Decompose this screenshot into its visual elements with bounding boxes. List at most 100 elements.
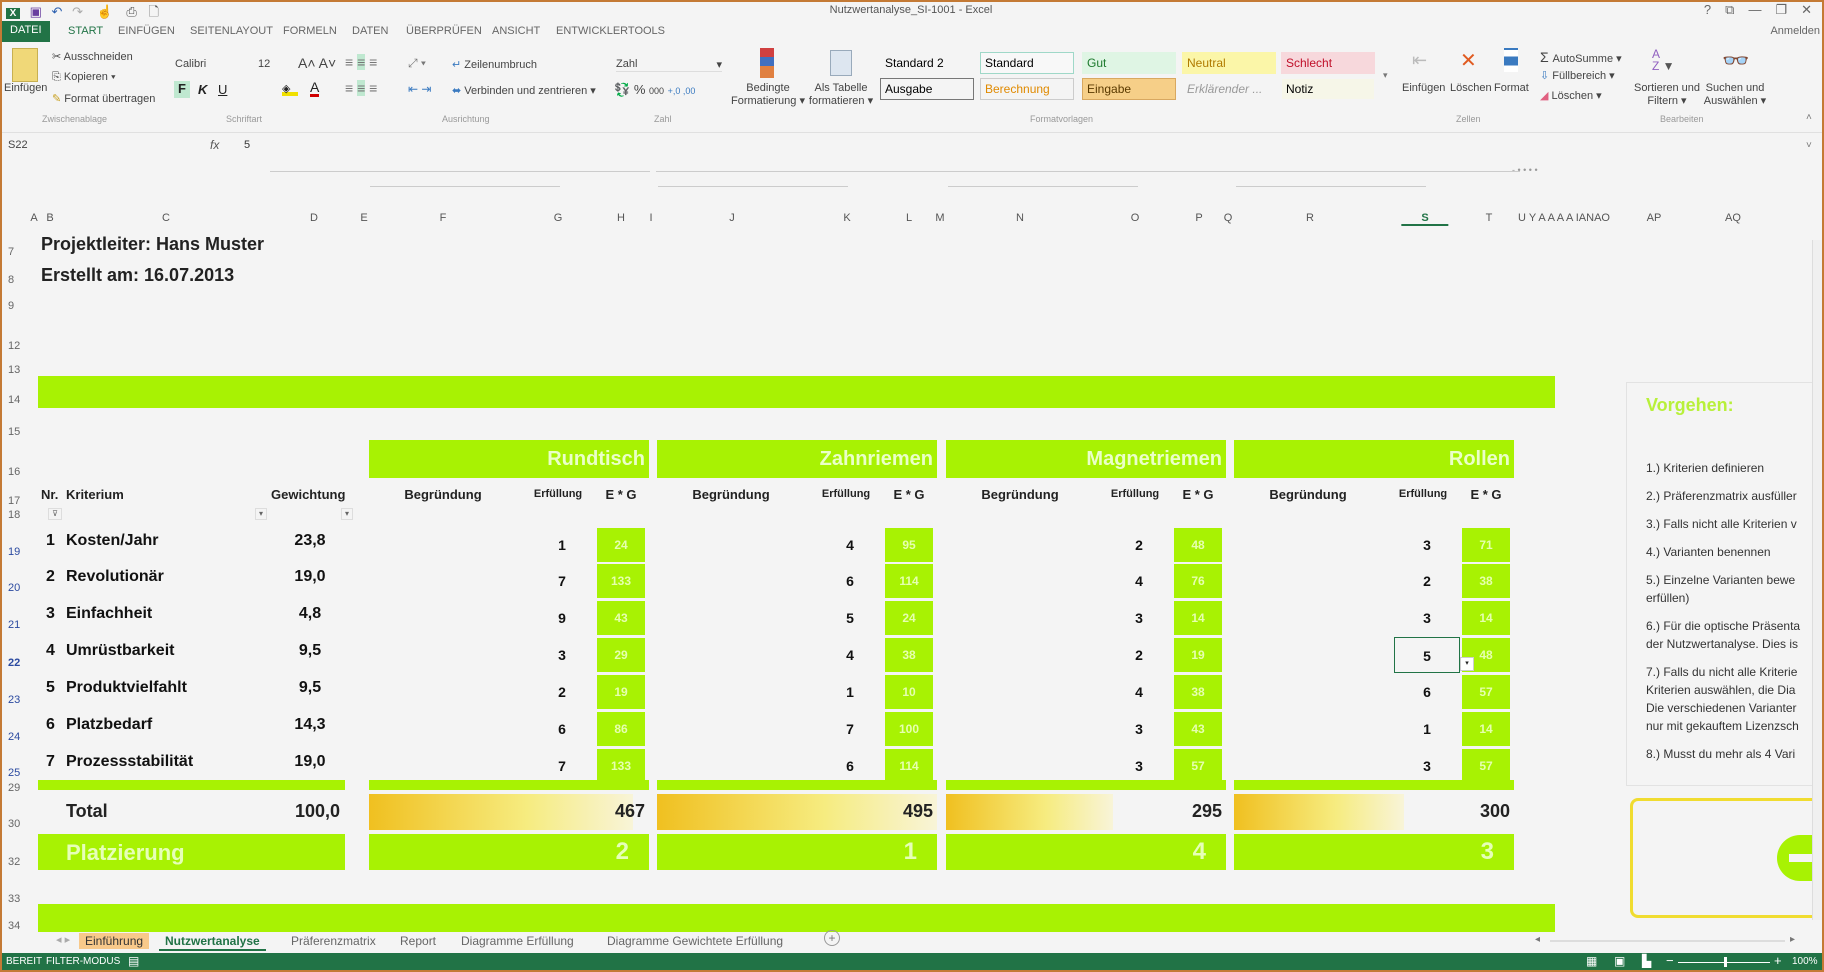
scroll-right-icon[interactable]: ▸ <box>1790 934 1796 945</box>
minimize-icon[interactable]: — <box>1748 2 1762 17</box>
row-header-16[interactable]: 16 <box>8 466 21 478</box>
cell-style-4[interactable]: Schlecht <box>1281 52 1375 74</box>
sheet-tab-5[interactable]: Diagramme Gewichtete Erfüllung <box>607 934 784 948</box>
row-header-20[interactable]: 20 <box>8 582 21 594</box>
row-header-23[interactable]: 23 <box>8 694 21 706</box>
tab-datei[interactable]: DATEI <box>2 21 50 42</box>
row-header-17[interactable]: 17 <box>8 495 21 507</box>
horizontal-align-icons[interactable]: ≡ ≡ ≡ <box>345 80 378 96</box>
gallery-more-icon[interactable]: ▾ <box>1383 70 1388 80</box>
conditional-formatting-button[interactable]: Bedingte Formatierung ▾ <box>731 82 805 107</box>
wrap-text-button[interactable]: ↵ Zeilenumbruch <box>452 58 537 71</box>
fulfillment-cell[interactable]: 7 <box>558 573 566 589</box>
tab-einfuegen[interactable]: EINFÜGEN <box>118 25 175 37</box>
filter-dropdown-criterion[interactable]: ▾ <box>255 508 267 520</box>
thousands-button[interactable]: 000 <box>649 86 665 96</box>
action-box[interactable] <box>1630 798 1824 918</box>
merge-center-button[interactable]: ⬌ Verbinden und zentrieren ▾ <box>452 85 596 97</box>
format-as-table-icon[interactable] <box>830 50 852 76</box>
fulfillment-cell[interactable]: 2 <box>1135 537 1143 553</box>
outline-level-2-bar[interactable] <box>1236 186 1426 187</box>
fulfillment-cell[interactable]: 4 <box>846 647 854 663</box>
quick-print-icon[interactable]: 🗋 <box>148 4 159 19</box>
fulfillment-cell[interactable]: 3 <box>1135 721 1143 737</box>
column-header-M[interactable]: M <box>935 212 945 224</box>
font-color-icon[interactable]: A <box>310 79 320 97</box>
cell-style-1[interactable]: Standard <box>980 52 1074 74</box>
column-header-AQ[interactable]: AQ <box>1725 212 1741 224</box>
row-header-33[interactable]: 33 <box>8 893 21 905</box>
normal-view-icon[interactable]: ▦ <box>1586 954 1598 968</box>
formula-input[interactable]: 5 <box>244 139 251 151</box>
fulfillment-cell[interactable]: 5 <box>1394 637 1460 673</box>
column-header-S[interactable]: S <box>1401 212 1449 226</box>
row-header-25[interactable]: 25 <box>8 767 21 779</box>
fulfillment-cell[interactable]: 6 <box>558 721 566 737</box>
number-format-select[interactable]: Zahl ▾ <box>616 58 722 72</box>
vertical-scrollbar[interactable] <box>1812 240 1824 920</box>
decimal-icons[interactable]: +,0 ,00 <box>667 86 696 96</box>
outline-level-1-bar[interactable] <box>656 171 1520 172</box>
tab-formeln[interactable]: FORMELN <box>283 25 337 37</box>
column-header-A[interactable]: A <box>30 212 38 224</box>
ribbon-display-icon[interactable]: ⧉ <box>1725 2 1735 17</box>
page-break-view-icon[interactable]: ▙ <box>1642 954 1652 968</box>
vertical-align-icons[interactable]: ≡ ≡ ≡ <box>345 54 378 70</box>
font-size-select[interactable]: 12 <box>258 58 271 70</box>
print-preview-icon[interactable]: ⎙ <box>126 4 137 19</box>
fulfillment-cell[interactable]: 3 <box>1423 610 1431 626</box>
column-header-L[interactable]: L <box>905 212 913 224</box>
fulfillment-cell[interactable]: 4 <box>1135 684 1143 700</box>
touch-mode-icon[interactable]: ☝ <box>96 4 113 19</box>
column-header-G[interactable]: G <box>553 212 563 224</box>
fulfillment-cell[interactable]: 7 <box>558 758 566 774</box>
row-header-29[interactable]: 29 <box>8 782 21 794</box>
column-header-O[interactable]: O <box>1130 212 1140 224</box>
outline-collapse-icons[interactable]: - • • • • <box>1512 165 1538 175</box>
fill-button[interactable]: ⇩ Füllbereich ▾ <box>1540 70 1615 82</box>
horizontal-scrollbar[interactable] <box>1550 940 1785 942</box>
column-header-P[interactable]: P <box>1195 212 1203 224</box>
row-header-19[interactable]: 19 <box>8 546 21 558</box>
zoom-out-icon[interactable]: − <box>1666 953 1674 968</box>
cell-style-2[interactable]: Gut <box>1082 52 1176 74</box>
undo-icon[interactable]: ↶ <box>51 4 63 19</box>
grow-shrink-font-icon[interactable]: A˄ A˅ <box>298 55 337 71</box>
format-painter-button[interactable]: ✎ Format übertragen <box>52 92 155 105</box>
column-header-C[interactable]: C <box>162 212 170 224</box>
filter-dropdown-nr[interactable]: ⊽ <box>48 508 62 520</box>
maximize-icon[interactable]: ❐ <box>1775 2 1788 17</box>
percent-button[interactable]: % <box>633 82 646 97</box>
row-header-30[interactable]: 30 <box>8 818 21 830</box>
fulfillment-cell[interactable]: 2 <box>558 684 566 700</box>
tab-daten[interactable]: DATEN <box>352 25 389 37</box>
row-header-22[interactable]: 22 <box>8 657 21 669</box>
column-header-J[interactable]: J <box>729 212 735 224</box>
sheet-tab-0[interactable]: Einführung <box>79 933 150 949</box>
fulfillment-cell[interactable]: 3 <box>1423 758 1431 774</box>
help-icon[interactable]: ? <box>1703 2 1712 17</box>
font-name-select[interactable]: Calibri <box>175 58 207 70</box>
close-icon[interactable]: ✕ <box>1801 2 1812 17</box>
fulfillment-cell[interactable]: 3 <box>1423 537 1431 553</box>
cell-style-7[interactable]: Eingabe <box>1082 78 1176 100</box>
column-header-K[interactable]: K <box>843 212 851 224</box>
fulfillment-cell[interactable]: 3 <box>1135 610 1143 626</box>
insert-cells-button[interactable]: Einfügen <box>1402 82 1446 94</box>
fulfillment-cell[interactable]: 6 <box>846 573 854 589</box>
sheet-tab-3[interactable]: Report <box>400 934 437 948</box>
outline-level-2-bar[interactable] <box>948 186 1138 187</box>
row-header-24[interactable]: 24 <box>8 731 21 743</box>
row-header-13[interactable]: 13 <box>8 364 21 376</box>
row-header-12[interactable]: 12 <box>8 340 21 352</box>
outline-level-2-bar[interactable] <box>370 186 560 187</box>
redo-icon[interactable]: ↷ <box>72 4 83 19</box>
fx-icon[interactable]: fx <box>210 138 220 152</box>
fulfillment-cell[interactable]: 2 <box>1135 647 1143 663</box>
collapse-ribbon-icon[interactable]: ˄ <box>1806 112 1812 123</box>
tab-ansicht[interactable]: ANSICHT <box>492 25 541 37</box>
fulfillment-cell[interactable]: 6 <box>846 758 854 774</box>
cell-style-3[interactable]: Neutral <box>1182 52 1276 74</box>
name-box[interactable]: S22 <box>8 139 28 151</box>
